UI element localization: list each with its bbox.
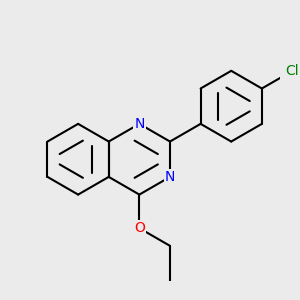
Text: O: O (134, 221, 145, 235)
Text: Cl: Cl (286, 64, 299, 78)
Text: N: N (134, 117, 145, 131)
Text: N: N (165, 170, 175, 184)
